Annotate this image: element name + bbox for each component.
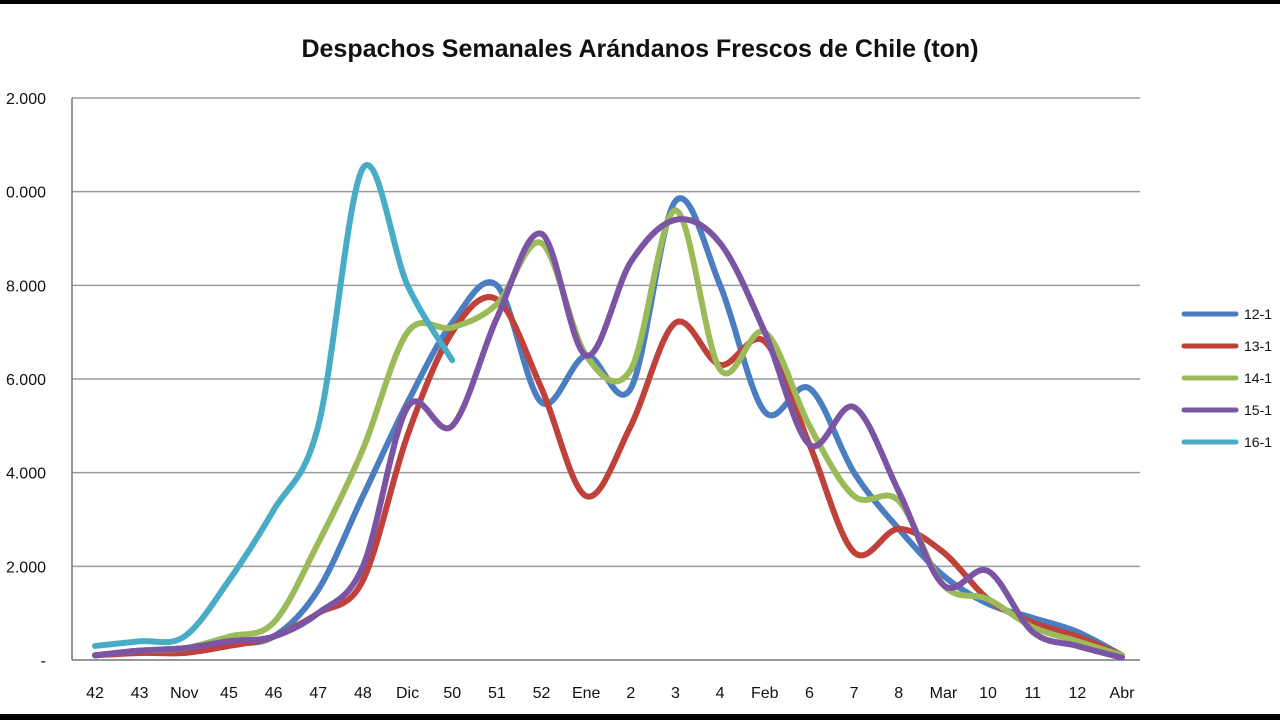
y-tick-label: 6.000	[6, 372, 46, 389]
y-tick-label: -	[41, 653, 46, 670]
legend-label: 15-1	[1244, 402, 1272, 418]
x-tick-label: Dic	[396, 685, 419, 702]
line-chart: Despachos Semanales Arándanos Frescos de…	[6, 35, 1272, 702]
x-tick-label: 47	[309, 685, 327, 702]
x-tick-label: Nov	[170, 685, 198, 702]
y-tick-label: 8.000	[6, 278, 46, 295]
x-tick-label: 43	[131, 685, 149, 702]
legend-label: 13-1	[1244, 338, 1272, 354]
legend-label: 14-1	[1244, 370, 1272, 386]
series-line-14-1	[92, 207, 1125, 659]
x-tick-label: Mar	[930, 685, 958, 702]
x-tick-label: 46	[265, 685, 283, 702]
x-tick-label: 42	[86, 685, 104, 702]
legend: 12-1 13-1 14-1 15-1 16-1	[1181, 306, 1272, 450]
x-tick-label: 11	[1024, 685, 1041, 702]
x-tick-label: 48	[354, 685, 372, 702]
x-tick-label: 3	[671, 685, 680, 702]
series-line-13-1	[92, 294, 1125, 659]
y-axis-ticks: - 2.000 4.000 6.000 8.000 0.000 2.000	[6, 91, 46, 670]
x-tick-label: Feb	[751, 685, 779, 702]
x-tick-label: Abr	[1110, 685, 1136, 702]
x-tick-label: 45	[220, 685, 238, 702]
y-tick-label: 2.000	[6, 91, 46, 108]
x-tick-label: 10	[979, 685, 997, 702]
y-tick-label: 2.000	[6, 559, 46, 576]
x-axis-ticks: 42 43 Nov 45 46 47 48 Dic 50 51 52 Ene 2 3 4 Feb 6 7 8 Mar 1…	[86, 685, 1135, 702]
series-line-16-1	[92, 162, 456, 649]
x-tick-label: 12	[1068, 685, 1086, 702]
x-tick-label: 50	[443, 685, 461, 702]
chart-panel: Despachos Semanales Arándanos Frescos de…	[0, 4, 1280, 714]
x-tick-label: 51	[488, 685, 506, 702]
series-line-15-1	[92, 216, 1125, 661]
y-tick-label: 4.000	[6, 466, 46, 483]
x-tick-label: 8	[894, 685, 903, 702]
x-tick-label: 2	[626, 685, 635, 702]
x-tick-label: Ene	[572, 685, 601, 702]
y-tick-label: 0.000	[6, 185, 46, 202]
legend-label: 12-1	[1244, 306, 1272, 322]
x-tick-label: 4	[716, 685, 725, 702]
x-tick-label: 6	[805, 685, 814, 702]
series-line-12-1	[92, 195, 1125, 659]
legend-label: 16-1	[1244, 434, 1272, 450]
series-lines	[92, 162, 1125, 661]
x-tick-label: 7	[850, 685, 859, 702]
chart-title: Despachos Semanales Arándanos Frescos de…	[301, 35, 978, 63]
x-tick-label: 52	[533, 685, 551, 702]
